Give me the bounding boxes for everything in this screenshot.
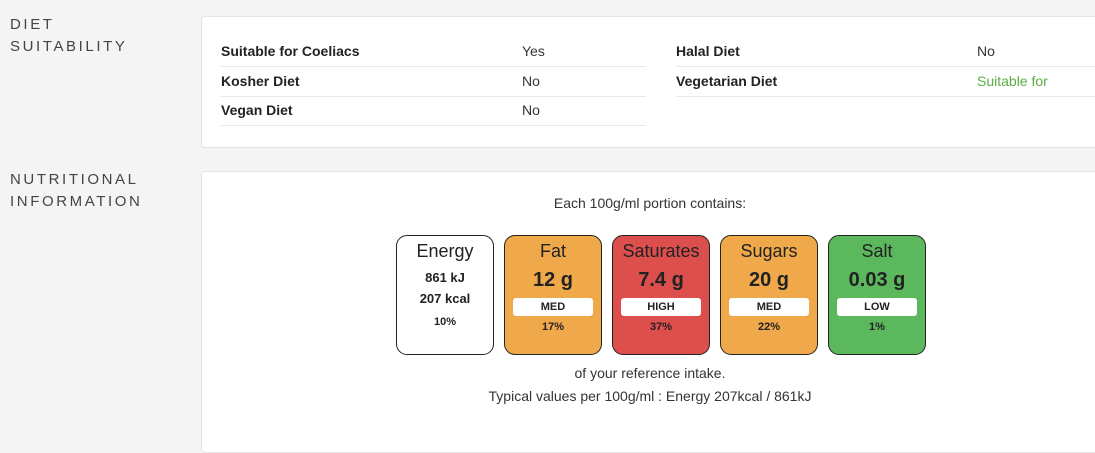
diet-row-vegan: Vegan Diet No	[221, 96, 646, 126]
diet-row-coeliacs: Suitable for Coeliacs Yes	[221, 37, 646, 67]
saturates-percent: 37%	[649, 321, 673, 333]
sugars-percent: 22%	[757, 321, 781, 333]
nutritional-information-heading: NUTRITIONAL INFORMATION	[10, 169, 142, 213]
energy-percent: 10%	[433, 316, 457, 328]
diet-label-halal: Halal Diet	[676, 43, 740, 59]
reference-intake-text: of your reference intake.	[574, 365, 726, 381]
saturates-name: Saturates	[622, 241, 700, 261]
diet-label-kosher: Kosher Diet	[221, 73, 300, 89]
diet-value-vegetarian: Suitable for	[977, 73, 1048, 89]
diet-value-halal: No	[977, 43, 995, 59]
energy-kcal: 207 kcal	[419, 291, 471, 306]
diet-row-vegetarian: Vegetarian Diet Suitable for	[676, 67, 1095, 97]
salt-percent: 1%	[869, 321, 885, 333]
nutrition-heading-line2: INFORMATION	[10, 193, 143, 210]
energy-name: Energy	[416, 241, 474, 261]
diet-row-kosher: Kosher Diet No	[221, 67, 646, 97]
salt-value: 0.03 g	[848, 269, 906, 291]
diet-row-halal: Halal Diet No	[676, 37, 1095, 67]
diet-value-coeliacs: Yes	[522, 43, 545, 59]
diet-suitability-card: Suitable for Coeliacs Yes Halal Diet No …	[201, 16, 1095, 148]
saturates-tile: Saturates 7.4 g HIGH 37%	[612, 235, 710, 355]
fat-level-badge: MED	[513, 298, 593, 316]
salt-level-badge: LOW	[837, 298, 917, 316]
diet-suitability-heading: DIET SUITABILITY	[10, 14, 128, 58]
diet-value-vegan: No	[522, 102, 540, 118]
fat-tile: Fat 12 g MED 17%	[504, 235, 602, 355]
fat-name: Fat	[539, 241, 566, 261]
saturates-level-badge: HIGH	[621, 298, 701, 316]
diet-value-kosher: No	[522, 73, 540, 89]
sugars-name: Sugars	[740, 241, 798, 261]
fat-percent: 17%	[541, 321, 565, 333]
nutritional-information-card: Each 100g/ml portion contains: Energy 86…	[201, 171, 1095, 453]
energy-tile: Energy 861 kJ 207 kcal 10%	[396, 235, 494, 355]
sugars-tile: Sugars 20 g MED 22%	[720, 235, 818, 355]
fat-value: 12 g	[532, 269, 574, 291]
sugars-value: 20 g	[748, 269, 790, 291]
sugars-level-badge: MED	[729, 298, 809, 316]
diet-label-vegan: Vegan Diet	[221, 102, 293, 118]
portion-text: Each 100g/ml portion contains:	[553, 195, 747, 211]
salt-name: Salt	[861, 241, 893, 261]
salt-tile: Salt 0.03 g LOW 1%	[828, 235, 926, 355]
diet-label-coeliacs: Suitable for Coeliacs	[221, 43, 360, 59]
diet-label-vegetarian: Vegetarian Diet	[676, 73, 778, 89]
diet-heading-line1: DIET	[10, 16, 55, 33]
nutrition-heading-line1: NUTRITIONAL	[10, 171, 139, 188]
diet-heading-line2: SUITABILITY	[10, 38, 128, 55]
saturates-value: 7.4 g	[638, 269, 684, 291]
typical-values-text: Typical values per 100g/ml : Energy 207k…	[488, 388, 812, 404]
energy-kj: 861 kJ	[425, 270, 465, 285]
